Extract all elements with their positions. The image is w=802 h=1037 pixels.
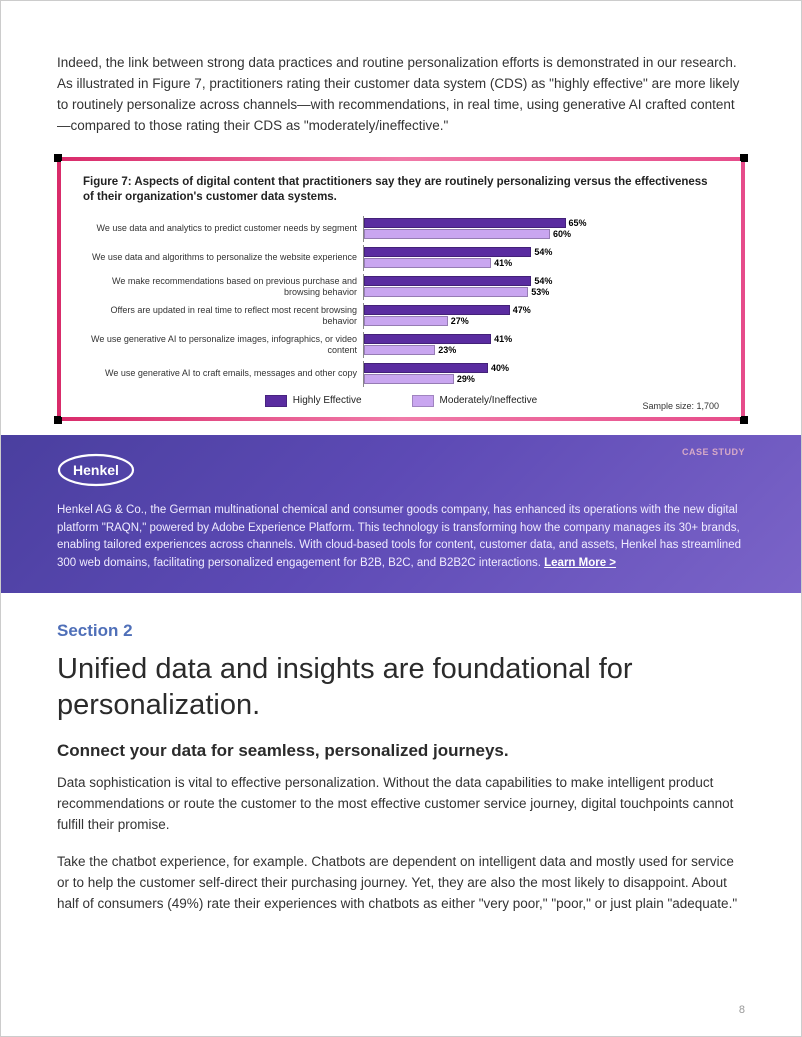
chart-bar: 27% xyxy=(364,316,448,326)
chart-bar-value: 40% xyxy=(487,363,509,373)
chart-row: Offers are updated in real time to refle… xyxy=(83,303,719,329)
chart-bar: 65% xyxy=(364,218,566,228)
learn-more-link[interactable]: Learn More > xyxy=(544,557,616,569)
section-2-subheading: Connect your data for seamless, personal… xyxy=(57,741,745,761)
section-2-heading: Unified data and insights are foundation… xyxy=(57,651,745,724)
chart-bar-value: 53% xyxy=(527,287,549,297)
corner-marker xyxy=(740,154,748,162)
chart-legend: Highly Effective Moderately/Ineffective xyxy=(83,395,719,407)
chart-bar: 54% xyxy=(364,247,531,257)
chart-bar: 53% xyxy=(364,287,528,297)
chart-bar: 47% xyxy=(364,305,510,315)
legend-item: Highly Effective xyxy=(265,395,362,407)
chart-row: We use data and analytics to predict cus… xyxy=(83,216,719,242)
chart-bar: 60% xyxy=(364,229,550,239)
chart-bar-value: 65% xyxy=(565,218,587,228)
chart-row-bars: 41%23% xyxy=(363,332,719,358)
intro-paragraph: Indeed, the link between strong data pra… xyxy=(57,53,745,137)
chart-bar: 23% xyxy=(364,345,435,355)
chart-row-label: Offers are updated in real time to refle… xyxy=(83,305,363,327)
chart-row-label: We make recommendations based on previou… xyxy=(83,276,363,298)
chart-row-label: We use generative AI to craft emails, me… xyxy=(83,368,363,379)
chart-row-bars: 54%53% xyxy=(363,274,719,300)
legend-label: Highly Effective xyxy=(293,395,362,406)
figure-7-chart: Figure 7: Aspects of digital content tha… xyxy=(57,157,745,421)
chart-bar: 41% xyxy=(364,258,491,268)
legend-swatch xyxy=(265,395,287,407)
chart-row-bars: 54%41% xyxy=(363,245,719,271)
legend-label: Moderately/Ineffective xyxy=(440,395,538,406)
chart-row-label: We use data and analytics to predict cus… xyxy=(83,223,363,234)
section-2-para-1: Data sophistication is vital to effectiv… xyxy=(57,773,745,836)
chart-bar-value: 27% xyxy=(447,316,469,326)
chart-bar: 29% xyxy=(364,374,454,384)
case-study-label: CASE STUDY xyxy=(682,447,745,457)
page-number: 8 xyxy=(739,1004,745,1016)
chart-title: Figure 7: Aspects of digital content tha… xyxy=(83,175,719,206)
chart-bar-value: 41% xyxy=(490,334,512,344)
section-2-label: Section 2 xyxy=(57,621,745,641)
chart-bar-value: 29% xyxy=(453,374,475,384)
chart-bar-value: 54% xyxy=(530,247,552,257)
chart-bar-value: 60% xyxy=(549,229,571,239)
chart-row-label: We use data and algorithms to personaliz… xyxy=(83,252,363,263)
corner-marker xyxy=(740,416,748,424)
legend-swatch xyxy=(412,395,434,407)
chart-row-bars: 47%27% xyxy=(363,303,719,329)
section-2-para-2: Take the chatbot experience, for example… xyxy=(57,852,745,915)
chart-row: We use data and algorithms to personaliz… xyxy=(83,245,719,271)
case-study-text-content: Henkel AG & Co., the German multinationa… xyxy=(57,504,741,569)
sample-size-label: Sample size: 1,700 xyxy=(642,401,719,411)
case-study-panel: CASE STUDY Henkel Henkel AG & Co., the G… xyxy=(1,435,801,593)
corner-marker xyxy=(54,416,62,424)
chart-row-label: We use generative AI to personalize imag… xyxy=(83,334,363,356)
case-study-body: Henkel AG & Co., the German multinationa… xyxy=(57,502,745,573)
chart-bar: 54% xyxy=(364,276,531,286)
chart-bar: 40% xyxy=(364,363,488,373)
chart-bar-value: 54% xyxy=(530,276,552,286)
chart-row-bars: 65%60% xyxy=(363,216,719,242)
chart-bar: 41% xyxy=(364,334,491,344)
chart-row-bars: 40%29% xyxy=(363,361,719,387)
chart-row: We use generative AI to personalize imag… xyxy=(83,332,719,358)
legend-item: Moderately/Ineffective xyxy=(412,395,538,407)
chart-bar-value: 41% xyxy=(490,258,512,268)
chart-row: We use generative AI to craft emails, me… xyxy=(83,361,719,387)
chart-bar-value: 23% xyxy=(434,345,456,355)
henkel-logo: Henkel xyxy=(57,453,135,492)
chart-bar-value: 47% xyxy=(509,305,531,315)
svg-text:Henkel: Henkel xyxy=(73,462,119,478)
chart-row: We make recommendations based on previou… xyxy=(83,274,719,300)
